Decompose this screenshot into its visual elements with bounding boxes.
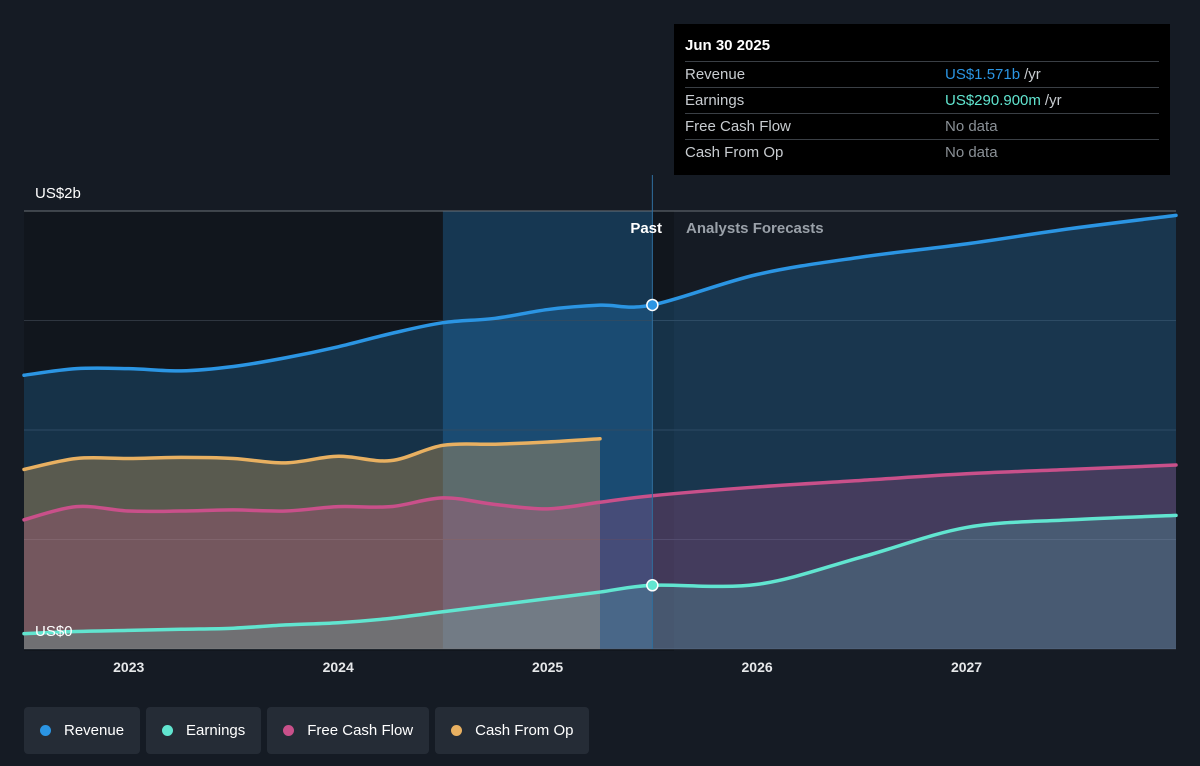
tooltip-row-free-cash-flow: Free Cash Flow No data <box>685 113 1159 139</box>
grid-lines <box>24 210 1176 650</box>
tooltip-unit: /yr <box>1024 66 1041 83</box>
x-tick-label: 2027 <box>950 659 983 675</box>
tooltip-unit: /yr <box>1044 92 1062 109</box>
revenue-line <box>22 213 1178 377</box>
tooltip-label: Revenue <box>685 66 746 83</box>
tooltip-value: No data <box>945 144 998 161</box>
earnings-marker <box>646 579 659 592</box>
tooltip-label: Earnings <box>685 92 745 109</box>
legend-item-revenue[interactable]: Revenue <box>24 707 141 754</box>
analysts-forecasts-label: Analysts Forecasts <box>686 220 824 237</box>
x-tick-label: 2025 <box>532 659 564 675</box>
x-tick-label: 2026 <box>741 659 773 675</box>
revenue-area <box>24 215 1176 649</box>
legend: Revenue Earnings Free Cash Flow Cash Fro… <box>24 707 590 754</box>
free-cash-flow-area <box>24 465 1176 649</box>
tooltip-value: US$1.571b <box>945 66 1021 83</box>
revenue-marker <box>646 298 659 312</box>
legend-label: Cash From Op <box>475 722 574 739</box>
legend-item-cash-from-op[interactable]: Cash From Op <box>435 707 590 754</box>
hover-markers <box>646 298 659 592</box>
legend-dot-icon <box>451 725 463 736</box>
cash-from-op-area <box>24 438 600 649</box>
legend-dot-icon <box>283 725 295 736</box>
past-label: Past <box>630 220 662 237</box>
legend-dot-icon <box>162 725 174 736</box>
tooltip-row-earnings: Earnings US$290.900m /yr <box>685 87 1159 113</box>
x-tick-label: 2024 <box>322 659 354 675</box>
legend-item-free-cash-flow[interactable]: Free Cash Flow <box>267 707 430 754</box>
past-background <box>24 211 674 651</box>
legend-label: Earnings <box>186 722 246 739</box>
free-cash-flow-line <box>22 463 1178 522</box>
tooltip-row-cash-from-op: Cash From Op No data <box>685 139 1159 165</box>
y-axis-bottom-label: US$0 <box>35 623 73 640</box>
legend-label: Free Cash Flow <box>307 722 414 739</box>
cash-from-op-line <box>22 437 602 472</box>
tooltip-value: US$290.900m <box>945 92 1041 109</box>
y-axis-top-label: US$2b <box>35 185 81 202</box>
legend-label: Revenue <box>64 722 125 739</box>
series-lines <box>22 213 1178 636</box>
tooltip-value: No data <box>945 118 998 135</box>
series-areas <box>24 215 1176 649</box>
legend-dot-icon <box>40 725 51 736</box>
tooltip: Jun 30 2025 Revenue US$1.571b /yr Earnin… <box>674 24 1170 175</box>
tooltip-label: Free Cash Flow <box>685 118 791 135</box>
earnings-area <box>24 515 1176 649</box>
tooltip-label: Cash From Op <box>685 144 784 161</box>
earnings-line <box>22 513 1178 636</box>
legend-item-earnings[interactable]: Earnings <box>146 707 262 754</box>
tooltip-row-revenue: Revenue US$1.571b /yr <box>685 61 1159 87</box>
x-tick-label: 2023 <box>113 659 145 675</box>
tooltip-date: Jun 30 2025 <box>685 37 771 54</box>
